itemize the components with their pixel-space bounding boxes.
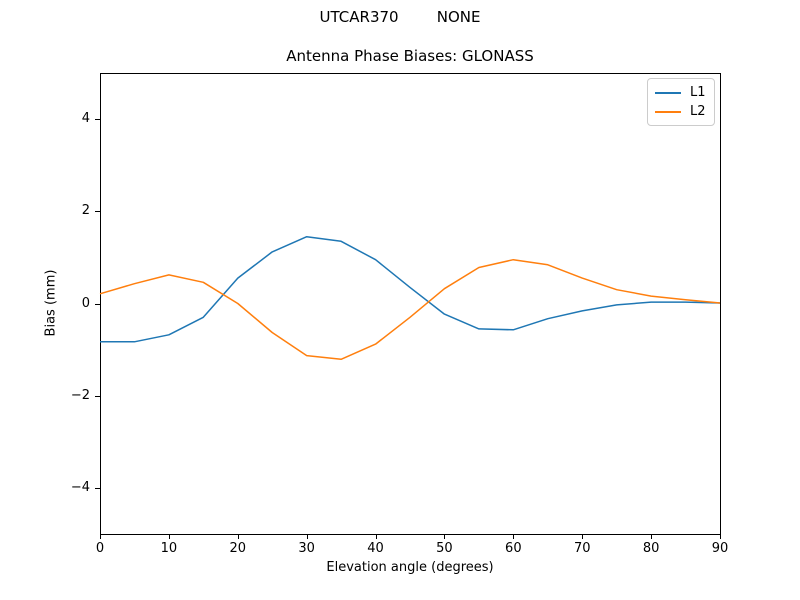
x-tick-label: 40	[367, 541, 384, 556]
x-tick-label: 0	[95, 541, 105, 556]
legend-item-l2: L2	[655, 102, 707, 121]
x-tick-label: 80	[642, 541, 660, 556]
x-tick-label: 50	[436, 541, 453, 556]
y-tick-label: 2	[81, 203, 90, 219]
y-tick-label: 0	[81, 295, 90, 311]
x-tick-label: 10	[160, 541, 178, 556]
x-tick-label: 30	[298, 541, 315, 556]
l2-legend-label: L2	[690, 104, 706, 119]
l1-legend-swatch	[655, 91, 681, 94]
x-tick-label: 70	[573, 541, 591, 556]
l2-legend-swatch	[655, 110, 681, 113]
x-tick-label: 20	[229, 541, 247, 556]
legend-item-l1: L1	[655, 83, 707, 102]
l1-series-line	[100, 235, 721, 343]
x-tick-label: 90	[711, 541, 729, 556]
y-axis-label: Bias (mm)	[43, 269, 59, 337]
axis-tick-marks	[95, 119, 721, 539]
y-tick-label: −2	[70, 387, 90, 403]
y-tick-label: 4	[81, 111, 90, 127]
l2-series-line	[99, 258, 721, 361]
x-axis-label: Elevation angle (degrees)	[326, 560, 494, 575]
plot-border	[100, 73, 721, 535]
y-tick-label: −4	[70, 479, 90, 495]
figure-suptitle: UTCAR370 NONE	[319, 8, 481, 26]
l1-legend-label: L1	[690, 85, 706, 100]
chart-title: Antenna Phase Biases: GLONASS	[286, 47, 534, 65]
legend: L1 L2	[647, 78, 715, 126]
x-tick-label: 60	[505, 541, 522, 556]
